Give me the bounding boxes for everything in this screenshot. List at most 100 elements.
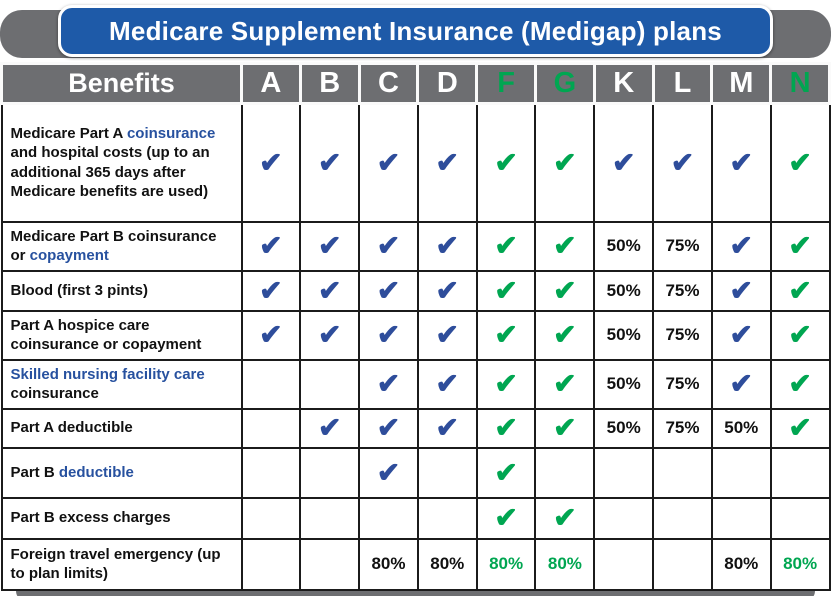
blue-check-icon: ✔ [259, 319, 283, 350]
plan-cell-check: ✔ [475, 358, 537, 410]
plan-cell-check: ✔ [299, 309, 361, 361]
plan-column-header-g: G [533, 62, 596, 105]
blue-check-icon: ✔ [317, 230, 342, 261]
plan-cell-check: ✔ [299, 220, 361, 272]
plan-cell-check: ✔ [769, 269, 831, 312]
benefit-label-segment: Foreign travel emergency (up to plan lim… [10, 545, 221, 583]
green-check-icon: ✔ [494, 456, 518, 488]
plan-cell-empty [299, 358, 361, 410]
green-check-icon: ✔ [494, 274, 518, 306]
plan-cell-check: ✔ [416, 269, 478, 312]
green-check-icon: ✔ [494, 412, 518, 443]
plan-column-header-d: D [416, 62, 479, 105]
blue-check-icon: ✔ [376, 412, 401, 443]
plan-cell-check: ✔ [358, 309, 419, 361]
plan-cell-check: ✔ [299, 102, 361, 223]
plan-cell-empty [240, 496, 302, 540]
plan-cell-empty [710, 446, 772, 499]
plan-column-header-k: K [592, 62, 655, 105]
plan-cell-check: ✔ [769, 358, 831, 410]
benefit-label-segment: Blood (first 3 pints) [10, 281, 149, 299]
plan-cell-check: ✔ [475, 102, 537, 223]
benefits-column-header: Benefits [0, 62, 243, 105]
plan-cell-percent: 80% [769, 537, 831, 591]
plan-column-header-n: N [769, 62, 831, 105]
green-check-icon: ✔ [553, 368, 577, 399]
plan-cell-check: ✔ [534, 269, 596, 312]
blue-check-icon: ✔ [317, 274, 342, 306]
plan-cell-check: ✔ [652, 102, 713, 223]
plan-cell-check: ✔ [534, 358, 596, 410]
plan-cell-percent: 50% [593, 220, 655, 272]
plan-cell-percent: 75% [652, 220, 713, 272]
plan-cell-check: ✔ [416, 358, 478, 410]
plan-cell-check: ✔ [710, 269, 772, 312]
benefit-label-segment: Part A hospice care coinsurance or copay… [10, 316, 202, 354]
plan-cell-check: ✔ [534, 407, 596, 449]
benefit-label: Part B deductible [0, 446, 243, 499]
blue-check-icon: ✔ [435, 368, 460, 399]
blue-check-icon: ✔ [729, 319, 753, 350]
plan-cell-empty [240, 537, 302, 591]
plan-cell-check: ✔ [475, 309, 537, 361]
benefit-label: Part A deductible [0, 407, 243, 449]
blue-check-icon: ✔ [376, 368, 401, 399]
title-banner-area: Medicare Supplement Insurance (Medigap) … [0, 0, 831, 62]
plan-cell-empty [358, 496, 419, 540]
plan-cell-check: ✔ [475, 446, 537, 499]
benefit-row: Part B deductible ✔ ✔ [0, 446, 831, 499]
blue-check-icon: ✔ [729, 146, 753, 178]
plan-cell-empty [416, 446, 478, 499]
plan-cell-check: ✔ [299, 407, 361, 449]
benefit-label-segment: Medicare Part B coinsurance or [10, 227, 217, 265]
plan-cell-empty [593, 537, 655, 591]
plan-cell-check: ✔ [416, 220, 478, 272]
benefit-label: Blood (first 3 pints) [0, 269, 243, 312]
plan-column-header-f: F [475, 62, 537, 105]
plan-cell-percent: 50% [593, 269, 655, 312]
plan-cell-check: ✔ [416, 102, 478, 223]
plan-cell-empty [710, 496, 772, 540]
plan-cell-percent: 80% [710, 537, 772, 591]
plan-cell-check: ✔ [475, 496, 537, 540]
blue-check-icon: ✔ [729, 274, 753, 306]
plan-column-header-c: C [357, 62, 420, 105]
plan-column-header-a: A [240, 62, 302, 105]
blue-check-icon: ✔ [376, 274, 401, 306]
plan-cell-check: ✔ [710, 220, 772, 272]
plan-cell-empty [240, 446, 302, 499]
benefit-row: Foreign travel emergency (up to plan lim… [0, 537, 831, 591]
green-check-icon: ✔ [553, 230, 577, 261]
blue-check-icon: ✔ [435, 412, 460, 443]
benefit-label-segment: copayment [29, 247, 109, 264]
plan-cell-percent: 50% [593, 358, 655, 410]
benefit-row: Part A hospice care coinsurance or copay… [0, 309, 831, 361]
green-check-icon: ✔ [494, 319, 518, 350]
benefit-row: Part B excess charges ✔ ✔ [0, 496, 831, 540]
blue-check-icon: ✔ [670, 146, 695, 178]
blue-check-icon: ✔ [376, 146, 401, 178]
plan-cell-empty [593, 496, 655, 540]
plan-cell-check: ✔ [299, 269, 361, 312]
benefit-row: Skilled nursing facility care coinsuranc… [0, 358, 831, 410]
benefit-label-segment: coinsurance [126, 124, 216, 142]
green-check-icon: ✔ [788, 146, 812, 178]
page-title: Medicare Supplement Insurance (Medigap) … [109, 15, 722, 46]
benefits-table-body: Medicare Part A coinsurance and hospital… [0, 102, 831, 591]
blue-check-icon: ✔ [435, 274, 460, 306]
benefit-label-segment: Medicare Part A [10, 124, 127, 142]
green-check-icon: ✔ [788, 368, 812, 399]
plan-cell-percent: 50% [710, 407, 772, 449]
plan-cell-empty [652, 496, 713, 540]
blue-check-icon: ✔ [259, 230, 283, 261]
plan-cell-check: ✔ [358, 269, 419, 312]
plan-cell-empty [299, 496, 361, 540]
green-check-icon: ✔ [553, 319, 577, 350]
plan-cell-check: ✔ [240, 269, 302, 312]
blue-check-icon: ✔ [729, 368, 753, 399]
plan-cell-check: ✔ [240, 220, 302, 272]
benefit-row: Part A deductible ✔ ✔ ✔ ✔ ✔ 50% 75% 50% ✔ [0, 407, 831, 449]
plan-cell-check: ✔ [534, 102, 596, 223]
